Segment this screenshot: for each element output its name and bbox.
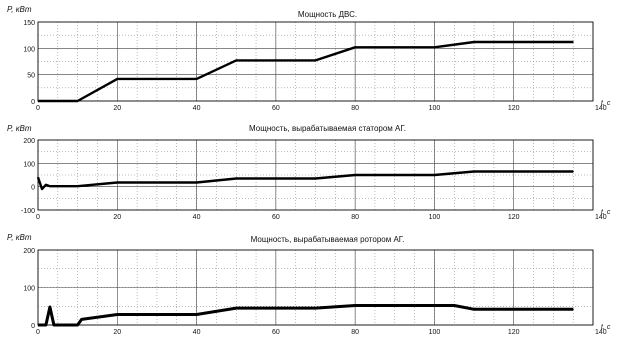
- x-tick-label: 40: [193, 105, 201, 112]
- data-point: [77, 324, 79, 326]
- y-tick-label: 50: [27, 73, 35, 80]
- data-point: [235, 177, 237, 180]
- data-point: [116, 313, 118, 316]
- series-line-1: [38, 304, 574, 327]
- data-point: [77, 185, 79, 187]
- x-tick-label: 60: [272, 105, 280, 112]
- y-tick-label: 0: [31, 185, 35, 192]
- data-point: [37, 100, 39, 102]
- data-point: [314, 177, 317, 180]
- x-tick-label: 0: [36, 329, 40, 336]
- data-point: [53, 324, 55, 326]
- x-axis-label: t, c: [601, 100, 611, 107]
- data-point: [49, 306, 51, 308]
- data-point: [45, 184, 47, 186]
- x-tick-label: 60: [272, 329, 280, 336]
- y-tick-label: 200: [23, 138, 35, 145]
- x-tick-label: 80: [351, 105, 359, 112]
- x-tick-label: 20: [113, 329, 121, 336]
- data-point: [45, 324, 47, 326]
- x-tick-label: 140: [595, 329, 607, 336]
- data-point: [473, 170, 475, 173]
- x-tick-label: 80: [351, 214, 359, 221]
- x-tick-label: 100: [429, 329, 441, 336]
- data-point: [235, 307, 237, 309]
- data-point: [37, 324, 39, 326]
- y-axis-label: P, кВт: [7, 233, 32, 242]
- y-tick-label: 0: [31, 323, 35, 330]
- x-tick-label: 100: [429, 214, 441, 221]
- y-tick-label: 100: [23, 46, 35, 53]
- x-tick-label: 60: [272, 214, 280, 221]
- y-tick-label: 150: [23, 20, 35, 27]
- data-point: [314, 59, 317, 62]
- x-tick-label: 120: [508, 214, 520, 221]
- plot-frame: [37, 21, 594, 102]
- data-point: [196, 78, 198, 80]
- x-tick-label: 120: [508, 329, 520, 336]
- data-point: [37, 176, 39, 178]
- x-axis-label: t, c: [601, 324, 611, 331]
- data-point: [41, 188, 43, 190]
- data-point: [116, 181, 118, 184]
- y-tick-label: 100: [23, 161, 35, 168]
- data-point: [572, 308, 574, 310]
- x-tick-label: 80: [351, 329, 359, 336]
- data-point: [116, 78, 118, 80]
- data-point: [473, 41, 475, 43]
- data-point: [473, 308, 475, 310]
- data-point: [354, 174, 356, 176]
- plot-frame: [37, 139, 594, 211]
- y-tick-label: 100: [23, 286, 35, 293]
- x-tick-label: 0: [36, 214, 40, 221]
- x-tick-label: 0: [36, 105, 40, 112]
- chart-panel-3: Мощность, вырабатываемая ротором АГ. P, к…: [7, 233, 611, 336]
- x-tick-label: 100: [429, 105, 441, 112]
- x-tick-label: 40: [193, 214, 201, 221]
- x-tick-label: 120: [508, 105, 520, 112]
- data-point: [354, 46, 356, 48]
- data-point: [572, 170, 574, 173]
- data-point: [572, 41, 574, 43]
- x-tick-label: 140: [595, 105, 607, 112]
- y-tick-label: 200: [23, 248, 35, 255]
- data-point: [314, 307, 317, 309]
- y-axis-label: P, кВт: [7, 124, 32, 133]
- data-point: [433, 174, 435, 176]
- chart-panel-1: Мощность ДВС. P, кВт t, c 0 50 100 150 0 20 40 60 8…: [7, 5, 611, 112]
- x-tick-label: 40: [193, 329, 201, 336]
- x-tick-label: 140: [595, 214, 607, 221]
- data-point: [433, 46, 435, 48]
- data-point: [235, 59, 237, 62]
- chart-panel-2: Мощность, вырабатываемая статором АГ. P, …: [7, 124, 611, 221]
- series-line-1: [38, 40, 574, 103]
- chart-title: Мощность, вырабатываемая ротором АГ.: [251, 235, 405, 244]
- data-point: [196, 181, 198, 184]
- y-tick-label: -100: [21, 208, 35, 215]
- x-axis-label: t, c: [601, 209, 611, 216]
- chart-title: Мощность ДВС.: [298, 10, 357, 19]
- data-point: [49, 185, 51, 187]
- data-point: [453, 304, 455, 307]
- chart-title: Мощность, вырабатываемая статором АГ.: [249, 124, 406, 133]
- data-point: [77, 100, 79, 102]
- data-point: [196, 313, 198, 316]
- y-axis-label: P, кВт: [7, 5, 32, 14]
- plot-frame: [37, 249, 594, 326]
- y-tick-label: 0: [31, 99, 35, 106]
- x-tick-label: 20: [113, 105, 121, 112]
- data-point: [354, 304, 356, 307]
- data-point: [81, 318, 83, 320]
- x-tick-label: 20: [113, 214, 121, 221]
